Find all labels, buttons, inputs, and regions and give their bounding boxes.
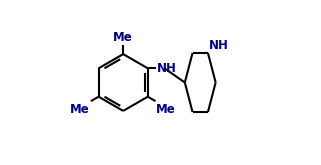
Text: NH: NH bbox=[209, 39, 229, 52]
Text: Me: Me bbox=[156, 103, 176, 116]
Text: Me: Me bbox=[70, 103, 90, 116]
Text: Me: Me bbox=[113, 31, 133, 44]
Text: NH: NH bbox=[157, 62, 177, 75]
